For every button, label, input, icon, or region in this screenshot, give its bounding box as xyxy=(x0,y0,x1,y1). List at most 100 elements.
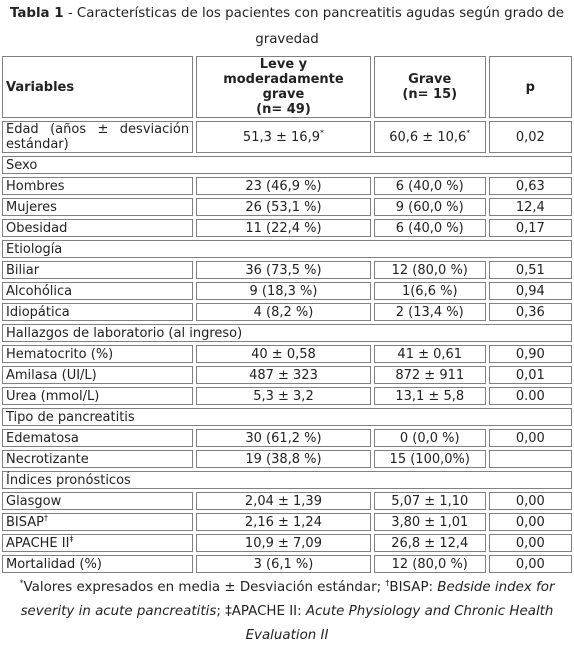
footnote-text: BISAP: xyxy=(389,580,438,595)
footnote-marker: † xyxy=(385,578,390,588)
cell-leve: 2,16 ± 1,24 xyxy=(196,513,371,531)
header-leve-line2: moderadamente xyxy=(223,72,344,87)
cell-leve: 36 (73,5 %) xyxy=(196,261,371,279)
cell-p: 0,00 xyxy=(488,534,572,552)
group-row: Tipo de pancreatitis xyxy=(2,408,572,426)
cell-leve: 23 (46,9 %) xyxy=(196,177,371,195)
table-row: Hombres 23 (46,9 %) 6 (40,0 %) 0,63 xyxy=(2,177,572,195)
cell-p: 0,94 xyxy=(488,282,572,300)
row-label-text: APACHE II xyxy=(6,535,70,551)
cell-leve: 30 (61,2 %) xyxy=(196,429,371,447)
group-row: Índices pronósticos xyxy=(2,471,572,489)
cell-leve: 4 (8,2 %) xyxy=(196,303,371,321)
cell-leve: 5,3 ± 3,2 xyxy=(196,387,371,405)
table-row: Hematocrito (%) 40 ± 0,58 41 ± 0,61 0,90 xyxy=(2,345,572,363)
table-row: Alcohólica 9 (18,3 %) 1(6,6 %) 0,94 xyxy=(2,282,572,300)
cell-p: 0,00 xyxy=(488,492,572,510)
row-label: Glasgow xyxy=(2,492,194,510)
footnote-marker: * xyxy=(466,128,471,138)
footnote-marker: † xyxy=(43,513,48,523)
cell-leve: 40 ± 0,58 xyxy=(196,345,371,363)
footnote-marker: ‡ xyxy=(69,534,74,544)
cell-grave: 6 (40,0 %) xyxy=(373,219,486,237)
cell-p: 0,01 xyxy=(488,366,572,384)
cell-leve: 487 ± 323 xyxy=(196,366,371,384)
row-label: APACHE II‡ xyxy=(2,534,194,552)
table-row: Glasgow 2,04 ± 1,39 5,07 ± 1,10 0,00 xyxy=(2,492,572,510)
header-grave-line1: Grave xyxy=(408,72,452,87)
cell-grave: 5,07 ± 1,10 xyxy=(373,492,486,510)
footnote-marker: * xyxy=(319,128,324,138)
cell-value: 51,3 ± 16,9 xyxy=(242,129,320,145)
cell-p: 0,51 xyxy=(488,261,572,279)
header-p: p xyxy=(488,56,572,118)
row-label: Idiopática xyxy=(2,303,194,321)
row-label: Edad (años ± desviación estándar) xyxy=(2,121,194,153)
group-row: Hallazgos de laboratorio (al ingreso) xyxy=(2,324,572,342)
table-footnote: *Valores expresados en media ± Desviació… xyxy=(0,576,574,648)
cell-leve: 51,3 ± 16,9* xyxy=(196,121,371,153)
cell-leve: 2,04 ± 1,39 xyxy=(196,492,371,510)
cell-grave: 3,80 ± 1,01 xyxy=(373,513,486,531)
cell-grave: 9 (60,0 %) xyxy=(373,198,486,216)
row-label: Necrotizante xyxy=(2,450,194,468)
cell-leve: 26 (53,1 %) xyxy=(196,198,371,216)
header-variables: Variables xyxy=(2,56,194,118)
cell-grave: 13,1 ± 5,8 xyxy=(373,387,486,405)
table-row: Mujeres 26 (53,1 %) 9 (60,0 %) 12,4 xyxy=(2,198,572,216)
header-grave-line2: (n= 15) xyxy=(402,87,458,102)
table-row: Obesidad 11 (22,4 %) 6 (40,0 %) 0,17 xyxy=(2,219,572,237)
cell-p: 0.00 xyxy=(488,387,572,405)
header-leve-line1: Leve y xyxy=(259,57,308,72)
group-label: Índices pronósticos xyxy=(2,471,572,489)
group-row: Etiología xyxy=(2,240,572,258)
header-row: Variables Leve y moderadamente grave (n=… xyxy=(2,56,572,118)
cell-grave: 60,6 ± 10,6* xyxy=(373,121,486,153)
group-label: Sexo xyxy=(2,156,572,174)
cell-grave: 2 (13,4 %) xyxy=(373,303,486,321)
footnote-marker: * xyxy=(19,578,24,588)
table-row: Edad (años ± desviación estándar) 51,3 ±… xyxy=(2,121,572,153)
cell-grave: 6 (40,0 %) xyxy=(373,177,486,195)
cell-grave: 15 (100,0%) xyxy=(373,450,486,468)
cell-grave: 12 (80,0 %) xyxy=(373,555,486,573)
header-leve: Leve y moderadamente grave (n= 49) xyxy=(196,56,371,118)
row-label: Alcohólica xyxy=(2,282,194,300)
row-label: BISAP† xyxy=(2,513,194,531)
footnote-text: ; ‡APACHE II: xyxy=(216,604,306,619)
row-label: Obesidad xyxy=(2,219,194,237)
table-row: Idiopática 4 (8,2 %) 2 (13,4 %) 0,36 xyxy=(2,303,572,321)
cell-p: 0,02 xyxy=(488,121,572,153)
cell-grave: 26,8 ± 12,4 xyxy=(373,534,486,552)
cell-leve: 19 (38,8 %) xyxy=(196,450,371,468)
table-title: - Características de los pacientes con p… xyxy=(63,6,565,47)
cell-p: 0,36 xyxy=(488,303,572,321)
footnote-italic: Bedside index for severity in acute panc… xyxy=(20,580,555,619)
row-label: Amilasa (UI/L) xyxy=(2,366,194,384)
cell-grave: 872 ± 911 xyxy=(373,366,486,384)
cell-leve: 3 (6,1 %) xyxy=(196,555,371,573)
cell-p: 0,63 xyxy=(488,177,572,195)
group-label: Hallazgos de laboratorio (al ingreso) xyxy=(2,324,572,342)
table-row: BISAP† 2,16 ± 1,24 3,80 ± 1,01 0,00 xyxy=(2,513,572,531)
header-leve-line4: (n= 49) xyxy=(256,102,311,117)
cell-p: 0,00 xyxy=(488,555,572,573)
row-label: Edematosa xyxy=(2,429,194,447)
cell-grave: 1(6,6 %) xyxy=(373,282,486,300)
group-row: Sexo xyxy=(2,156,572,174)
cell-leve: 11 (22,4 %) xyxy=(196,219,371,237)
row-label: Mujeres xyxy=(2,198,194,216)
table-row: Biliar 36 (73,5 %) 12 (80,0 %) 0,51 xyxy=(2,261,572,279)
group-label: Tipo de pancreatitis xyxy=(2,408,572,426)
table-row: Necrotizante 19 (38,8 %) 15 (100,0%) xyxy=(2,450,572,468)
table-row: Edematosa 30 (61,2 %) 0 (0,0 %) 0,00 xyxy=(2,429,572,447)
cell-p: 0,00 xyxy=(488,513,572,531)
cell-p: 12,4 xyxy=(488,198,572,216)
table-label: Tabla 1 xyxy=(9,6,64,21)
row-label: Hematocrito (%) xyxy=(2,345,194,363)
cell-p xyxy=(488,450,572,468)
cell-grave: 12 (80,0 %) xyxy=(373,261,486,279)
cell-value: 60,6 ± 10,6 xyxy=(389,129,467,145)
header-leve-line3: grave xyxy=(262,87,305,102)
row-label: Biliar xyxy=(2,261,194,279)
